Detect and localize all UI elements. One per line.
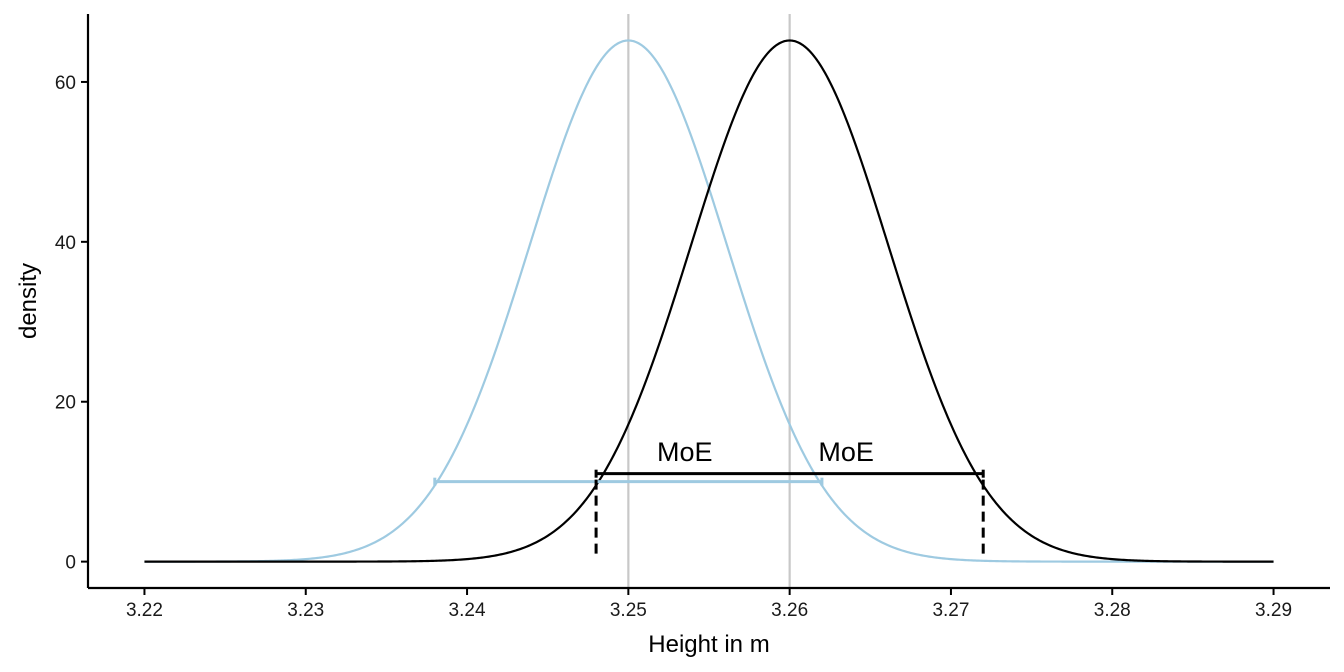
density-curve-2	[144, 39, 1274, 563]
y-tick-label: 40	[55, 233, 76, 254]
dashed-markers-layer	[594, 473, 985, 554]
y-axis-title: density	[15, 263, 42, 339]
y-tick-label: 20	[55, 393, 76, 414]
x-tick-label: 3.28	[1094, 600, 1131, 621]
sample-interval	[433, 477, 824, 486]
x-tick-label: 3.27	[932, 600, 969, 621]
intervals-layer	[433, 469, 985, 486]
x-tick-label: 3.24	[449, 600, 486, 621]
density-curve-1	[144, 39, 1274, 563]
y-tick-label: 60	[55, 73, 76, 94]
density-curves-layer	[144, 39, 1274, 563]
moe-interval	[594, 469, 985, 478]
moe-label-right: MoE	[818, 437, 874, 467]
y-axis-ticks: 0 20 40 60	[55, 73, 88, 574]
x-tick-label: 3.22	[126, 600, 163, 621]
x-axis-title: Height in m	[648, 631, 769, 658]
x-axis-ticks: 3.22 3.23 3.24 3.25 3.26 3.27 3.28 3.29	[126, 588, 1292, 621]
moe-label-left: MoE	[657, 437, 713, 467]
axes-layer: 3.22 3.23 3.24 3.25 3.26 3.27 3.28 3.29 0 20 40 60	[55, 14, 1330, 621]
x-tick-label: 3.29	[1255, 600, 1292, 621]
annotations-layer: MoE MoE	[657, 437, 874, 467]
x-tick-label: 3.23	[287, 600, 324, 621]
mean-lines-layer	[627, 14, 791, 588]
y-tick-label: 0	[65, 553, 76, 574]
x-tick-label: 3.25	[610, 600, 647, 621]
x-tick-label: 3.26	[771, 600, 808, 621]
